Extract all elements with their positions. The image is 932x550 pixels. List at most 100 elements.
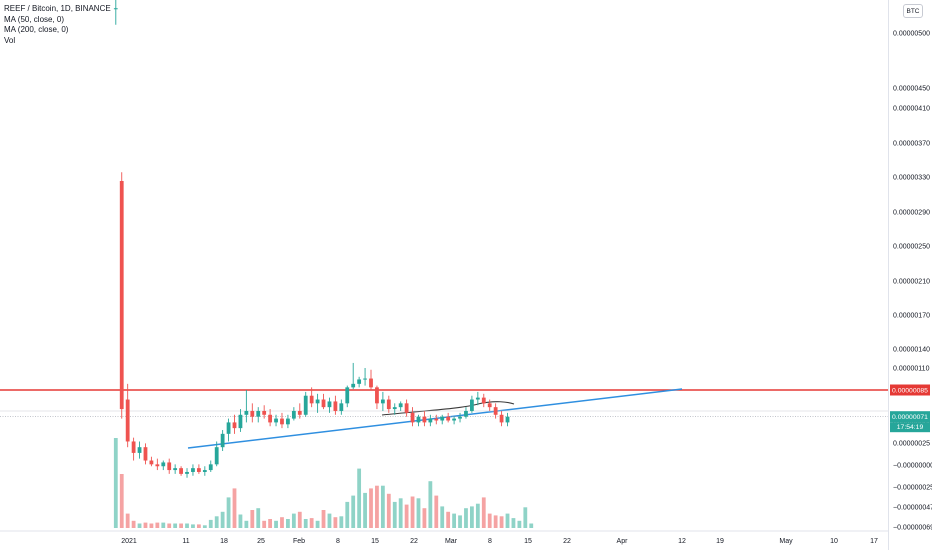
volume-bar [196,524,201,528]
volume-bar [280,517,284,528]
candle-body [422,416,427,423]
candlesticks [113,0,510,478]
volume-bar [214,516,219,528]
time-tick-label: Apr [617,538,629,545]
indicator-ma200[interactable]: MA (200, close, 0) [4,25,69,34]
volume-bar [440,506,445,528]
volume-bar [392,501,397,528]
candle-body [280,418,284,425]
price-tick-label: 0.00000210 [893,279,930,286]
volume-bar [309,518,314,528]
volume-bar [464,508,468,528]
candle-body [416,416,421,423]
price-axis[interactable]: 0.00000500 0.00000450 0.00000410 0.00000370… [893,31,932,532]
volume-bar [511,518,516,528]
volume-bar [191,524,195,528]
candle-body [345,387,350,404]
volume-bar [303,519,308,528]
volume-bar [155,522,160,528]
volume-bar [256,508,261,528]
price-labels: 0.00000085 0.00000071 17:54:19 [890,384,930,433]
candle-body [208,464,213,471]
support-trendline [187,388,683,449]
candle-body [505,416,510,423]
time-tick-label: 10 [830,538,838,545]
volume-bar [452,513,456,528]
volume-bar [434,495,439,528]
volume-bar [113,438,118,528]
candle-body [351,383,356,388]
volume-bar [351,495,356,528]
candle-body [470,399,474,411]
currency-button[interactable]: BTC [903,4,923,18]
volume-bar [487,513,492,528]
volume-bar [202,525,207,528]
volume-bar [386,493,391,528]
volume-bar [404,504,409,528]
price-tick-label: 0.00000170 [893,313,930,320]
candle-body [357,379,362,384]
candle-body [238,414,243,429]
time-axis[interactable]: 2021 11 18 25 Feb 8 15 22 Mar 8 15 22 Apr 12 19 May 10 17 [0,530,888,545]
volume-bar [143,522,148,528]
indicator-ma50[interactable]: MA (50, close, 0) [4,14,65,24]
volume-bar [357,468,362,528]
candle-body [375,387,379,404]
volume-bar [226,497,231,528]
symbol-title[interactable]: REEF / Bitcoin, 1D, BINANCE [4,4,111,13]
price-label-box [890,411,930,423]
volume-bar [238,514,243,528]
volume-bar [244,520,249,528]
time-tick-label: 25 [257,538,265,545]
candle-body [303,395,308,415]
candle-body [161,462,166,467]
candle-body [250,410,255,417]
volume-bar [499,516,504,528]
price-tick-label: −0.00000000 [893,463,932,470]
volume-bar [333,517,338,528]
time-tick-label: 15 [524,538,532,545]
candle-body [487,403,492,408]
volume-bar [185,523,189,528]
candle-body [286,418,290,425]
candle-body [315,399,320,404]
time-tick-label: 22 [410,538,418,545]
candle-body [380,399,385,404]
volume-bar [481,497,486,528]
candle-body [428,418,433,423]
time-tick-label: 15 [371,538,379,545]
candle-body [475,397,480,400]
time-tick-label: 18 [220,538,228,545]
candle-body [274,418,278,423]
time-tick-label: 8 [336,538,340,545]
price-label-text: 17:54:19 [897,424,924,431]
candle-body [119,181,124,410]
candle-body [202,470,207,472]
candle-body [440,416,445,421]
candle-body [297,410,302,415]
time-tick-label: Mar [445,538,458,545]
indicator-volume[interactable]: Vol [4,35,16,45]
candle-body [446,416,451,421]
volume-bar [380,485,385,528]
volume-bar [315,520,320,528]
volume-bar [291,513,296,528]
volume-bar [297,511,302,528]
volume-bar [428,481,433,528]
price-tick-label: −0.00000069 [893,525,932,532]
volume-bar [375,485,379,528]
price-tick-label: 0.00000025 [893,441,930,448]
candle-body [369,378,373,388]
price-tick-label: 0.00000410 [893,106,930,113]
candle-body [291,410,296,419]
candle-body [125,399,130,442]
volume-bar [523,507,528,528]
volume-bar [119,474,124,528]
price-tick-label: 0.00000250 [893,244,930,251]
candle-body [185,471,189,474]
time-tick-label: 11 [182,538,189,545]
candle-body [179,468,183,474]
time-tick-label: Feb [293,538,305,545]
time-tick-label: 12 [678,538,686,545]
